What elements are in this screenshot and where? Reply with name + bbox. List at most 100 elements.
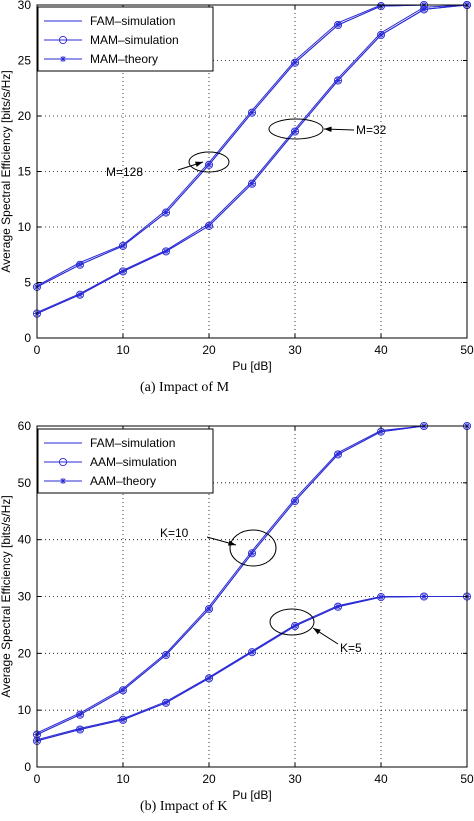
data-point-circle [290, 127, 300, 136]
data-point-circle [247, 549, 257, 558]
data-point-star [77, 726, 83, 733]
series-line-4 [36, 596, 467, 742]
series-line-3 [36, 596, 467, 741]
data-point-star [206, 161, 212, 168]
annotation-arrowhead [313, 628, 321, 635]
star-stroke [378, 32, 384, 38]
star-stroke [249, 110, 255, 116]
data-point-star [378, 594, 384, 601]
y-tick-label: 30 [18, 0, 32, 12]
data-point-star [292, 498, 298, 505]
legend-entry-label: MAM–theory [90, 52, 158, 66]
annotation-ellipse [229, 529, 277, 567]
star-stroke [206, 675, 212, 681]
data-point-circle [161, 698, 171, 707]
x-tick-label: 0 [34, 772, 41, 786]
star-stroke [292, 498, 298, 504]
data-point-circle [118, 715, 128, 724]
data-point-star [163, 652, 169, 659]
chart-panel-a: 0 10 20 30 40 50 0 5 10 15 20 25 30 Pu [dB] Average Sp… [0, 0, 474, 395]
data-point-circle [75, 290, 85, 299]
star-stroke [292, 623, 298, 629]
data-point-circle [247, 179, 257, 188]
x-tick-label: 20 [202, 343, 216, 357]
star-stroke [120, 717, 126, 723]
y-axis-label: Average Spectral Efficiency [bits/s/Hz] [0, 70, 13, 272]
star-stroke [163, 248, 169, 254]
data-point-star [249, 109, 255, 116]
x-tick-label: 30 [288, 772, 302, 786]
legend-marker-star [60, 56, 66, 62]
data-point-star [335, 603, 341, 610]
data-point-star [335, 77, 341, 84]
data-point-star [206, 222, 212, 229]
star-stroke [163, 652, 169, 658]
star-stroke [292, 60, 298, 66]
data-point-star [120, 242, 126, 249]
x-tick-label: 20 [202, 772, 216, 786]
legend-entry-label: AAM–theory [90, 474, 156, 488]
star-stroke [120, 687, 126, 693]
star-stroke [163, 700, 169, 706]
data-point-circle [247, 648, 257, 657]
legend-entry-label: FAM–simulation [90, 436, 175, 450]
figure-caption: (a) Impact of M [140, 380, 230, 395]
data-point-circle [204, 160, 214, 169]
legend-marker-star [60, 478, 66, 484]
star-stroke [335, 604, 341, 610]
data-point-circle [75, 260, 85, 269]
annotation-arrowhead [228, 540, 236, 546]
x-tick-label: 10 [116, 772, 130, 786]
data-point-circle [333, 20, 343, 30]
annotation-label: M=32 [356, 123, 387, 137]
data-point-circle [75, 725, 85, 734]
star-stroke [206, 223, 212, 229]
x-tick-label: 40 [374, 343, 388, 357]
annotation-arrowhead [324, 126, 332, 132]
data-point-star [249, 649, 255, 656]
y-tick-label: 40 [18, 533, 32, 547]
y-tick-label: 0 [24, 760, 31, 774]
star-stroke [120, 268, 126, 274]
annotation-ellipse [269, 608, 315, 636]
data-point-star [249, 180, 255, 187]
data-point-star [378, 31, 384, 38]
star-stroke [421, 6, 427, 13]
annotation-label: M=128 [106, 165, 143, 179]
annotation-label: K=5 [340, 641, 362, 655]
x-axis-label: Pu [dB] [232, 359, 271, 373]
star-stroke [249, 649, 255, 655]
y-tick-label: 20 [18, 646, 32, 660]
data-point-star [120, 687, 126, 694]
data-point-circle [333, 602, 343, 611]
data-point-circle [333, 76, 343, 85]
data-point-star [163, 209, 169, 216]
annotation-ellipse [188, 151, 230, 173]
data-point-star [77, 261, 83, 268]
star-stroke [249, 550, 255, 556]
data-point-star [335, 451, 341, 458]
data-point-star [292, 59, 298, 66]
data-point-circle [118, 241, 128, 250]
x-tick-label: 40 [374, 772, 388, 786]
data-point-star [163, 699, 169, 706]
star-stroke [335, 77, 341, 84]
data-point-star [163, 248, 169, 255]
data-point-circle [376, 30, 386, 40]
data-point-circle [290, 58, 300, 67]
legend-marker-circle [58, 457, 68, 467]
x-tick-label: 10 [116, 343, 130, 357]
data-point-star [206, 675, 212, 682]
star-stroke [335, 451, 341, 457]
x-tick-label: 0 [34, 343, 41, 357]
star-stroke [249, 181, 255, 187]
data-point-circle [290, 622, 300, 631]
y-tick-label: 5 [24, 276, 31, 290]
annotation-ellipse [268, 118, 324, 140]
annotation-arrowhead [195, 161, 203, 167]
y-tick-label: 50 [18, 476, 32, 490]
y-axis-label: Average Spectral Efficiency [bits/s/Hz] [0, 495, 13, 697]
data-point-circle [161, 247, 171, 256]
legend-box [37, 428, 214, 494]
legend-marker-circle [58, 35, 68, 45]
